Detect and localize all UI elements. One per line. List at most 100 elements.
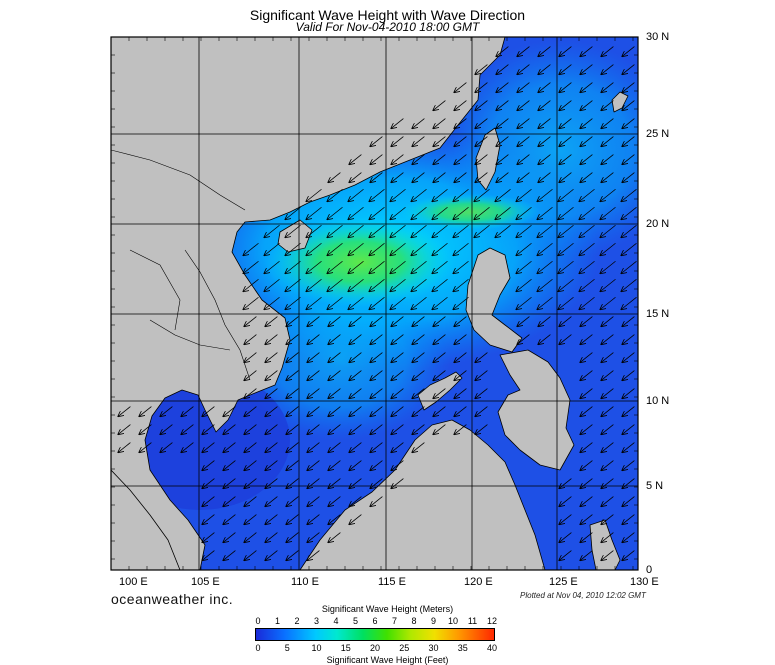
wave-arrow [202, 514, 215, 525]
wave-arrow [517, 206, 532, 219]
wave-arrow [202, 496, 215, 507]
wave-arrow [202, 424, 215, 435]
wave-arrow [307, 296, 322, 309]
wave-arrow [391, 154, 404, 165]
wave-arrow [244, 550, 257, 561]
wave-arrow [433, 172, 446, 183]
wave-arrow [370, 424, 383, 435]
wave-arrow [496, 206, 511, 219]
wave-arrow [412, 136, 425, 147]
wave-arrow [160, 424, 173, 435]
wave-arrow [559, 334, 572, 345]
wave-arrow [454, 224, 469, 237]
wave-arrow [391, 136, 404, 147]
palawan-island [417, 371, 463, 411]
wave-arrow [307, 242, 322, 255]
chart-title: Significant Wave Height with Wave Direct… [249, 7, 526, 23]
wave-arrow [622, 64, 635, 75]
wave-arrow [286, 224, 301, 237]
wave-arrow [454, 100, 467, 111]
wave-arrow [580, 460, 593, 471]
wave-arrow [496, 188, 511, 201]
wave-arrow [580, 424, 593, 435]
wave-arrow [412, 352, 425, 363]
wave-arrow [475, 136, 488, 147]
wave-arrow [244, 478, 257, 489]
wave-arrow [559, 316, 572, 327]
wave-arrow [328, 316, 341, 327]
wave-arrow [202, 442, 215, 453]
wave-arrow [433, 136, 446, 147]
wave-arrow [265, 424, 278, 435]
wave-arrow [286, 352, 299, 363]
wave-arrow [601, 388, 614, 399]
wave-arrow [391, 296, 406, 309]
wave-arrow [328, 424, 341, 435]
wave-arrow [265, 370, 278, 381]
wave-arrow [517, 100, 530, 111]
wave-arrow [433, 100, 446, 111]
wave-arrow [454, 206, 469, 219]
oceanweather-brand: oceanweather inc. [111, 591, 234, 607]
wave-arrow [559, 100, 572, 111]
wave-arrow [265, 496, 278, 507]
plot-frame [110, 36, 639, 571]
wave-arrow [244, 442, 257, 453]
wave-arrow [286, 532, 299, 543]
wave-arrow [328, 206, 343, 219]
wave-arrow [265, 296, 280, 309]
wave-arrow [349, 370, 362, 381]
wave-arrow [517, 260, 532, 273]
wave-arrow [580, 172, 593, 183]
wave-green-strait [400, 194, 540, 230]
wave-arrow [349, 296, 364, 309]
wave-arrow [412, 316, 425, 327]
wave-arrow [244, 296, 259, 309]
wave-arrow [433, 154, 446, 165]
longitude-label: 100 E [119, 576, 148, 588]
wave-arrow [580, 316, 593, 327]
wave-arrow [622, 260, 637, 273]
wave-arrow [223, 550, 236, 561]
wave-arrow [349, 260, 364, 273]
wave-arrow [580, 46, 593, 57]
wave-arrow [328, 460, 341, 471]
wave-arrow [433, 206, 448, 219]
colorbar-meters-tick: 12 [486, 616, 498, 626]
wave-arrow [181, 442, 194, 453]
wave-arrow [412, 154, 425, 165]
wave-arrow [580, 118, 593, 129]
wave-arrow [349, 188, 364, 201]
wave-arrow [580, 478, 593, 489]
wave-arrow [244, 424, 257, 435]
longitude-label: 125 E [549, 576, 578, 588]
wave-arrow [307, 206, 322, 219]
wave-arrow [475, 406, 488, 417]
longitude-label: 105 E [191, 576, 220, 588]
wave-arrow [517, 118, 530, 129]
wave-arrow [412, 224, 427, 237]
latitude-label: 0 [646, 564, 653, 576]
wave-arrow [349, 242, 364, 255]
wave-arrow [370, 406, 383, 417]
wave-arrow [391, 334, 404, 345]
wave-arrow [559, 206, 574, 219]
wave-arrow [496, 46, 509, 57]
wave-arrow [307, 370, 320, 381]
wave-arrow [412, 278, 427, 291]
wave-arrow [517, 224, 532, 237]
wave-arrow [622, 424, 635, 435]
wave-arrow [622, 118, 635, 129]
wave-arrow [559, 514, 572, 525]
wave-arrow [223, 496, 236, 507]
wave-arrow [559, 260, 574, 273]
colorbar [255, 628, 495, 641]
wave-arrow [328, 352, 341, 363]
wave-arrow [286, 478, 299, 489]
wave-arrow [601, 514, 614, 525]
wave-arrow [433, 352, 446, 363]
wave-arrow [517, 242, 532, 255]
wave-arrow [538, 188, 553, 201]
colorbar-meters-tick: 2 [294, 616, 300, 626]
wave-arrow [454, 278, 469, 291]
